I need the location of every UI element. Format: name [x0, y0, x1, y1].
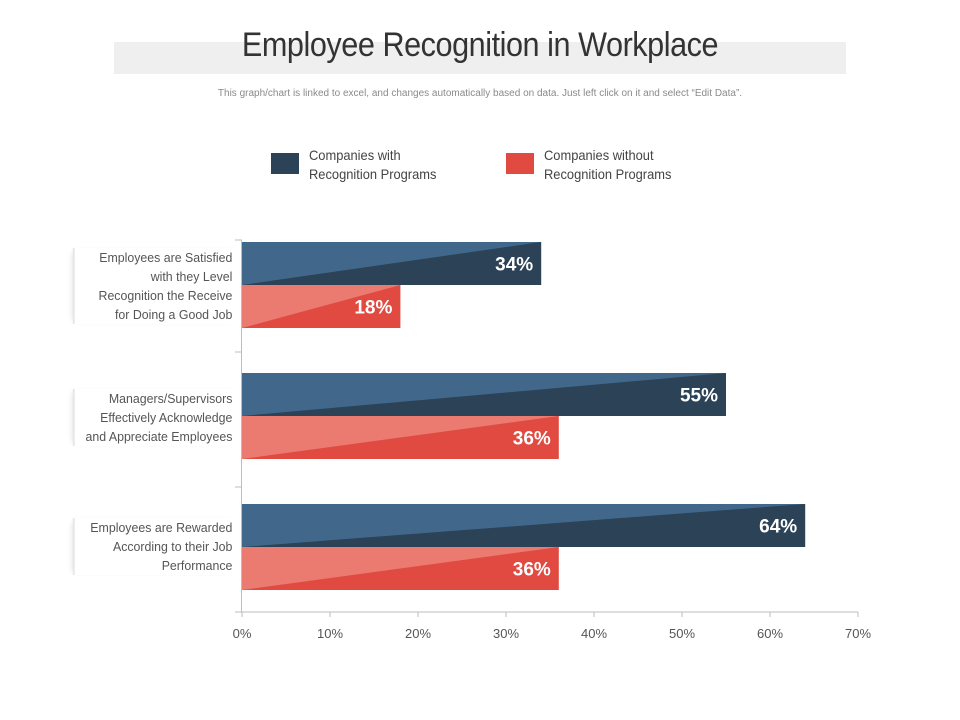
category-label-3-line-1: Employees are Rewarded	[90, 520, 233, 535]
category-label-2-line-3: and Appreciate Employees	[85, 429, 233, 444]
bar-highlight	[242, 504, 806, 547]
legend-label-with: Companies with Recognition Programs	[309, 146, 493, 184]
category-label-3: Employees are Rewarded According to thei…	[72, 518, 240, 575]
category-label-2-line-1: Managers/Supervisors	[108, 391, 233, 406]
x-tick-label: 70%	[845, 626, 871, 641]
x-tick-label: 50%	[669, 626, 695, 641]
x-tick-label: 20%	[405, 626, 431, 641]
legend-label-with-line-2: Recognition Programs	[309, 166, 437, 182]
title-band	[114, 42, 846, 74]
category-label-1-line-1: Employees are Satisfied	[99, 250, 233, 265]
category-label-3-line-2: According to their Job	[112, 539, 233, 554]
x-tick-label: 40%	[581, 626, 607, 641]
bar-value-label: 18%	[354, 298, 392, 319]
x-tick-label: 60%	[757, 626, 783, 641]
legend-label-with-line-1: Companies with	[309, 147, 401, 163]
bar-highlight	[242, 416, 559, 459]
bar-highlight	[242, 242, 542, 285]
x-tick-label: 30%	[493, 626, 519, 641]
bar-value-label: 36%	[513, 429, 551, 450]
legend-swatch-without	[506, 153, 534, 174]
bar-value-label: 64%	[759, 517, 797, 538]
legend-label-without: Companies without Recognition Programs	[544, 146, 728, 184]
category-label-1-line-2: with they Level	[150, 269, 233, 284]
legend-label-without-line-2: Recognition Programs	[544, 166, 672, 182]
bar-highlight	[242, 373, 726, 416]
category-label-3-line-3: Performance	[161, 558, 233, 573]
legend-swatch-with	[271, 153, 299, 174]
legend-label-without-line-1: Companies without	[544, 147, 654, 163]
bar-value-label: 34%	[495, 255, 533, 276]
x-tick-label: 0%	[233, 626, 252, 641]
page-subtitle: This graph/chart is linked to excel, and…	[217, 88, 743, 99]
bar-value-label: 36%	[513, 560, 551, 581]
x-tick-label: 10%	[317, 626, 343, 641]
category-label-1: Employees are Satisfied with they Level …	[72, 248, 240, 324]
category-label-2: Managers/Supervisors Effectively Acknowl…	[72, 389, 240, 446]
category-label-1-line-4: for Doing a Good Job	[115, 307, 233, 322]
category-label-1-line-3: Recognition the Receive	[98, 288, 233, 303]
bar-value-label: 55%	[680, 386, 718, 407]
page-title: Employee Recognition in Workplace	[241, 26, 719, 64]
bar-highlight	[242, 285, 401, 328]
category-label-2-line-2: Effectively Acknowledge	[100, 410, 233, 425]
bar-highlight	[242, 547, 559, 590]
